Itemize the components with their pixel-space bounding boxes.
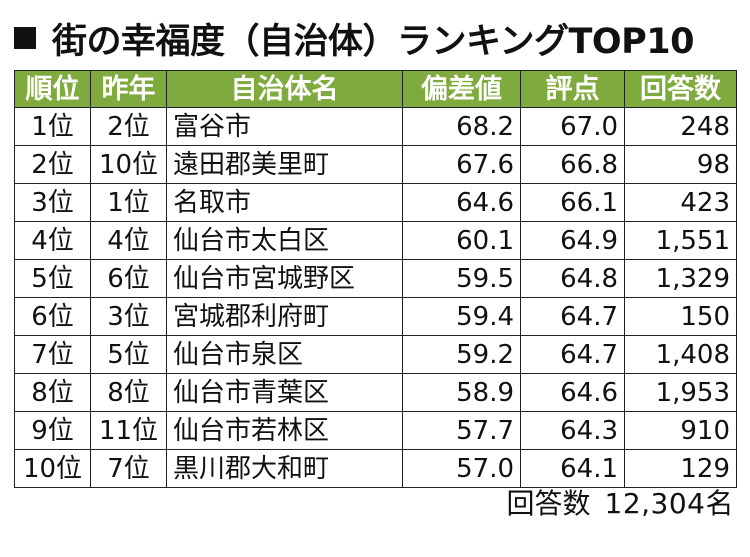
header-responses: 回答数 [624,70,737,108]
cell-responses: 910 [624,411,737,450]
cell-score: 64.6 [520,373,625,412]
table-row: 3位 1位 名取市 64.6 66.1 423 [14,183,737,222]
cell-score: 66.8 [520,145,625,184]
cell-municipality: 仙台市宮城野区 [166,259,403,298]
cell-municipality: 遠田郡美里町 [166,145,403,184]
cell-score: 64.1 [520,449,625,488]
header-rank: 順位 [14,70,91,108]
cell-deviation: 68.2 [402,107,521,146]
cell-score: 64.7 [520,297,625,336]
table-row: 4位 4位 仙台市太白区 60.1 64.9 1,551 [14,221,737,260]
cell-rank: 5位 [14,259,91,298]
cell-rank: 8位 [14,373,91,412]
cell-last-year: 2位 [90,107,167,146]
cell-responses: 423 [624,183,737,222]
table-header-row: 順位 昨年 自治体名 偏差値 評点 回答数 [14,70,737,108]
cell-rank: 1位 [14,107,91,146]
cell-responses: 1,408 [624,335,737,374]
header-deviation: 偏差値 [402,70,521,108]
cell-last-year: 1位 [90,183,167,222]
cell-municipality: 仙台市青葉区 [166,373,403,412]
cell-municipality: 黒川郡大和町 [166,449,403,488]
cell-score: 67.0 [520,107,625,146]
cell-municipality: 仙台市太白区 [166,221,403,260]
header-last-year: 昨年 [90,70,167,108]
total-responses: 回答数 12,304名 [507,482,735,522]
cell-last-year: 8位 [90,373,167,412]
header-score: 評点 [520,70,625,108]
cell-last-year: 7位 [90,449,167,488]
cell-responses: 1,329 [624,259,737,298]
cell-deviation: 67.6 [402,145,521,184]
cell-deviation: 59.2 [402,335,521,374]
ranking-table: 順位 昨年 自治体名 偏差値 評点 回答数 1位 2位 富谷市 68.2 67.… [14,70,737,488]
cell-last-year: 4位 [90,221,167,260]
header-municipality: 自治体名 [166,70,403,108]
cell-municipality: 富谷市 [166,107,403,146]
cell-municipality: 宮城郡利府町 [166,297,403,336]
table-row: 5位 6位 仙台市宮城野区 59.5 64.8 1,329 [14,259,737,298]
square-bullet-icon [14,27,36,49]
cell-score: 64.3 [520,411,625,450]
table-row: 9位 11位 仙台市若林区 57.7 64.3 910 [14,411,737,450]
cell-responses: 1,953 [624,373,737,412]
cell-rank: 6位 [14,297,91,336]
cell-rank: 9位 [14,411,91,450]
cell-rank: 2位 [14,145,91,184]
cell-responses: 150 [624,297,737,336]
cell-municipality: 名取市 [166,183,403,222]
total-responses-label: 回答数 [506,487,591,520]
cell-deviation: 64.6 [402,183,521,222]
cell-municipality: 仙台市泉区 [166,335,403,374]
table-row: 2位 10位 遠田郡美里町 67.6 66.8 98 [14,145,737,184]
cell-rank: 4位 [14,221,91,260]
total-responses-value: 12,304名 [604,487,734,520]
cell-last-year: 10位 [90,145,167,184]
cell-deviation: 59.4 [402,297,521,336]
cell-rank: 7位 [14,335,91,374]
cell-deviation: 57.7 [402,411,521,450]
cell-last-year: 3位 [90,297,167,336]
cell-rank: 10位 [14,449,91,488]
cell-rank: 3位 [14,183,91,222]
cell-deviation: 57.0 [402,449,521,488]
table-row: 10位 7位 黒川郡大和町 57.0 64.1 129 [14,449,737,488]
cell-deviation: 60.1 [402,221,521,260]
cell-score: 64.8 [520,259,625,298]
page-title: 街の幸福度（自治体）ランキングTOP10 [52,21,694,62]
cell-last-year: 5位 [90,335,167,374]
cell-deviation: 59.5 [402,259,521,298]
cell-responses: 98 [624,145,737,184]
cell-deviation: 58.9 [402,373,521,412]
table-row: 6位 3位 宮城郡利府町 59.4 64.7 150 [14,297,737,336]
cell-score: 64.7 [520,335,625,374]
cell-responses: 248 [624,107,737,146]
table-row: 8位 8位 仙台市青葉区 58.9 64.6 1,953 [14,373,737,412]
cell-last-year: 11位 [90,411,167,450]
title-bar: 街の幸福度（自治体）ランキングTOP10 [8,12,748,64]
cell-responses: 129 [624,449,737,488]
cell-municipality: 仙台市若林区 [166,411,403,450]
cell-responses: 1,551 [624,221,737,260]
table-row: 1位 2位 富谷市 68.2 67.0 248 [14,107,737,146]
table-row: 7位 5位 仙台市泉区 59.2 64.7 1,408 [14,335,737,374]
cell-last-year: 6位 [90,259,167,298]
cell-score: 66.1 [520,183,625,222]
cell-score: 64.9 [520,221,625,260]
